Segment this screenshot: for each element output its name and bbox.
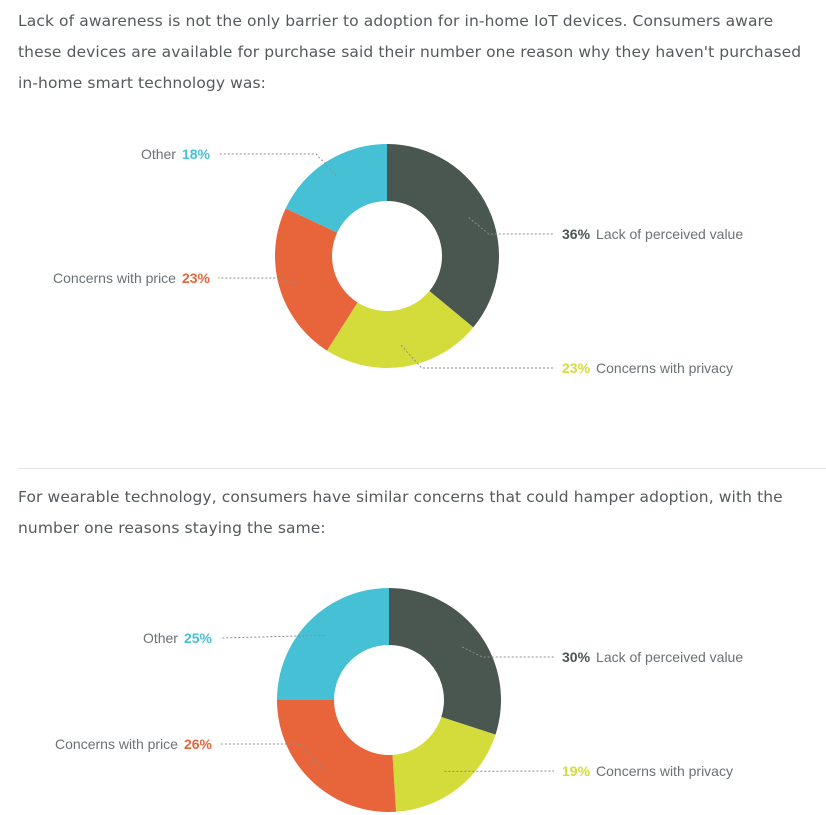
leader-line-concerns-with-price xyxy=(218,277,295,284)
leader-line-lack-of-perceived-value xyxy=(468,217,554,235)
label-lack-of-perceived-value-percent: 36% xyxy=(562,226,591,242)
donut-chart-wearables: 30% Lack of perceived value 19% Concerns wi… xyxy=(0,575,826,815)
section-divider xyxy=(18,468,826,469)
label-lack-of-perceived-value: 30% Lack of perceived value xyxy=(562,648,743,666)
slice-concerns-with-privacy xyxy=(392,716,496,812)
slice-lack-of-perceived-value xyxy=(389,588,501,735)
intro-text-home-iot: Lack of awareness is not the only barrie… xyxy=(18,12,802,92)
leader-line-other xyxy=(219,634,325,639)
label-other-category: Other xyxy=(142,630,178,646)
label-concerns-with-privacy-category: Concerns with privacy xyxy=(596,360,733,376)
label-lack-of-perceived-value-category: Lack of perceived value xyxy=(596,226,744,242)
label-lack-of-perceived-value-percent: 30% xyxy=(562,649,591,665)
label-lack-of-perceived-value-category: Lack of perceived value xyxy=(596,649,744,665)
slice-concerns-with-privacy xyxy=(326,291,474,368)
label-other-category: Other xyxy=(140,146,176,162)
label-concerns-with-privacy-category: Concerns with privacy xyxy=(596,763,733,779)
label-concerns-with-privacy-percent: 23% xyxy=(562,360,591,376)
label-other: Other 25% xyxy=(143,629,212,647)
donut-chart-wearables-svg xyxy=(219,588,555,812)
label-concerns-with-privacy-percent: 19% xyxy=(562,763,591,779)
intro-text-wearables: For wearable technology, consumers have … xyxy=(18,488,783,537)
donut-chart-home-iot: 36% Lack of perceived value 23% Concerns wi… xyxy=(0,130,826,390)
label-lack-of-perceived-value: 36% Lack of perceived value xyxy=(562,225,743,243)
donut-chart-home-iot-svg xyxy=(218,144,554,369)
slice-lack-of-perceived-value xyxy=(387,144,499,328)
label-concerns-with-privacy: 23% Concerns with privacy xyxy=(562,359,733,377)
label-other: Other 18% xyxy=(141,145,210,163)
leader-line-concerns-with-price xyxy=(220,743,324,771)
slice-concerns-with-price xyxy=(277,700,397,812)
label-concerns-with-price-category: Concerns with price xyxy=(53,270,176,286)
label-other-percent: 18% xyxy=(181,146,210,162)
label-concerns-with-price-percent: 23% xyxy=(181,270,210,286)
label-concerns-with-price-percent: 26% xyxy=(183,736,212,752)
leader-line-other xyxy=(218,153,337,177)
slice-concerns-with-price xyxy=(275,208,358,351)
label-other-percent: 25% xyxy=(183,630,212,646)
label-concerns-with-price-category: Concerns with price xyxy=(55,736,178,752)
slice-other xyxy=(277,588,389,700)
label-concerns-with-price: Concerns with price 23% xyxy=(53,269,210,287)
label-concerns-with-privacy: 19% Concerns with privacy xyxy=(562,762,733,780)
label-concerns-with-price: Concerns with price 26% xyxy=(55,735,212,753)
slice-other xyxy=(285,144,387,233)
